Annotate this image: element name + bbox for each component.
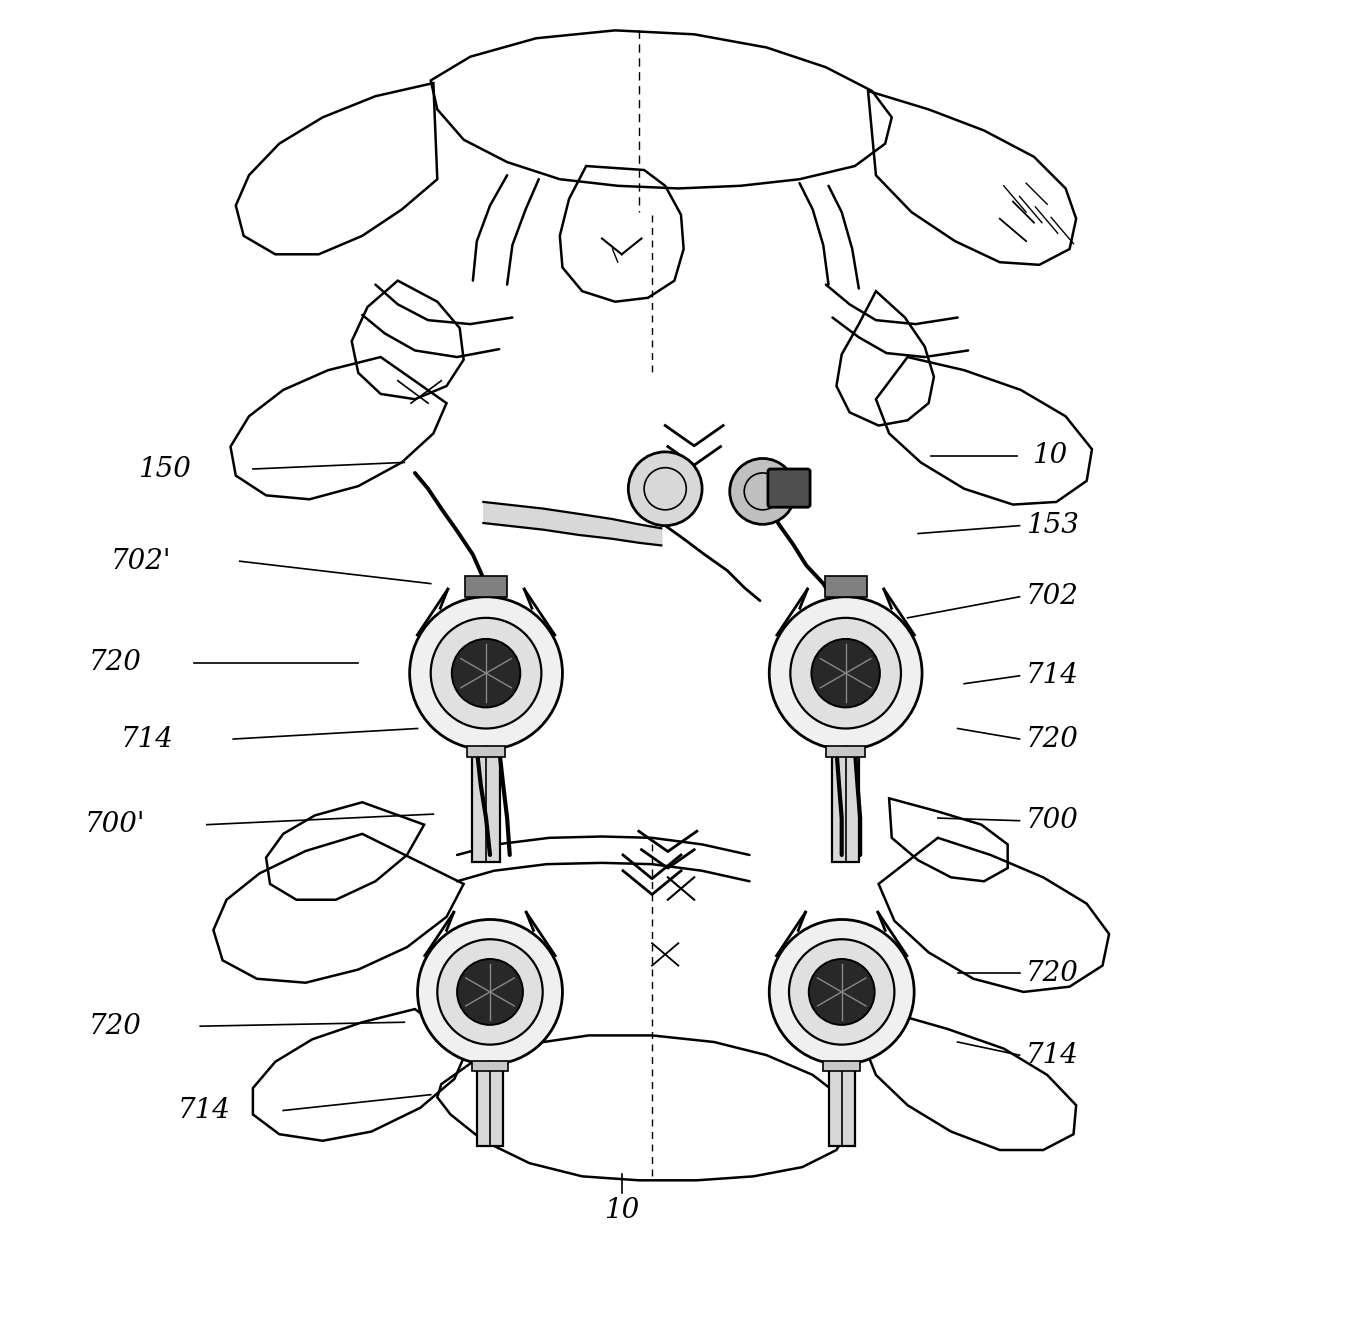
Text: 700': 700' (84, 812, 144, 838)
Circle shape (789, 940, 895, 1044)
Bar (467, 746, 505, 756)
Circle shape (437, 940, 542, 1044)
Circle shape (628, 451, 701, 525)
Bar (832, 746, 859, 862)
Circle shape (418, 920, 563, 1064)
Text: 700: 700 (1026, 808, 1079, 834)
Bar (473, 746, 500, 862)
Text: 702: 702 (1026, 583, 1079, 610)
FancyBboxPatch shape (768, 469, 810, 507)
Bar (828, 1061, 855, 1146)
Text: 150: 150 (138, 455, 191, 483)
Circle shape (410, 597, 563, 750)
Text: 720: 720 (89, 1012, 142, 1040)
Circle shape (452, 639, 520, 708)
Circle shape (430, 618, 541, 729)
Text: 714: 714 (177, 1097, 230, 1125)
Circle shape (809, 960, 874, 1024)
Circle shape (730, 458, 795, 524)
Text: 714: 714 (1026, 663, 1079, 689)
Bar (477, 1061, 503, 1146)
Circle shape (790, 618, 902, 729)
Circle shape (812, 639, 880, 708)
Text: 714: 714 (121, 726, 174, 752)
Text: 702': 702' (110, 548, 172, 574)
Circle shape (458, 960, 523, 1024)
Bar (471, 1061, 508, 1072)
Circle shape (770, 920, 914, 1064)
Text: 10: 10 (605, 1197, 639, 1224)
Circle shape (770, 597, 922, 750)
Text: 153: 153 (1026, 512, 1079, 539)
Text: 720: 720 (89, 649, 142, 676)
Text: 10: 10 (1032, 442, 1068, 470)
Bar (824, 576, 866, 597)
Bar (464, 576, 507, 597)
Text: 714: 714 (1026, 1041, 1079, 1069)
Bar (827, 746, 865, 756)
Text: 720: 720 (1026, 726, 1079, 752)
Text: 720: 720 (1026, 960, 1079, 987)
Bar (823, 1061, 861, 1072)
